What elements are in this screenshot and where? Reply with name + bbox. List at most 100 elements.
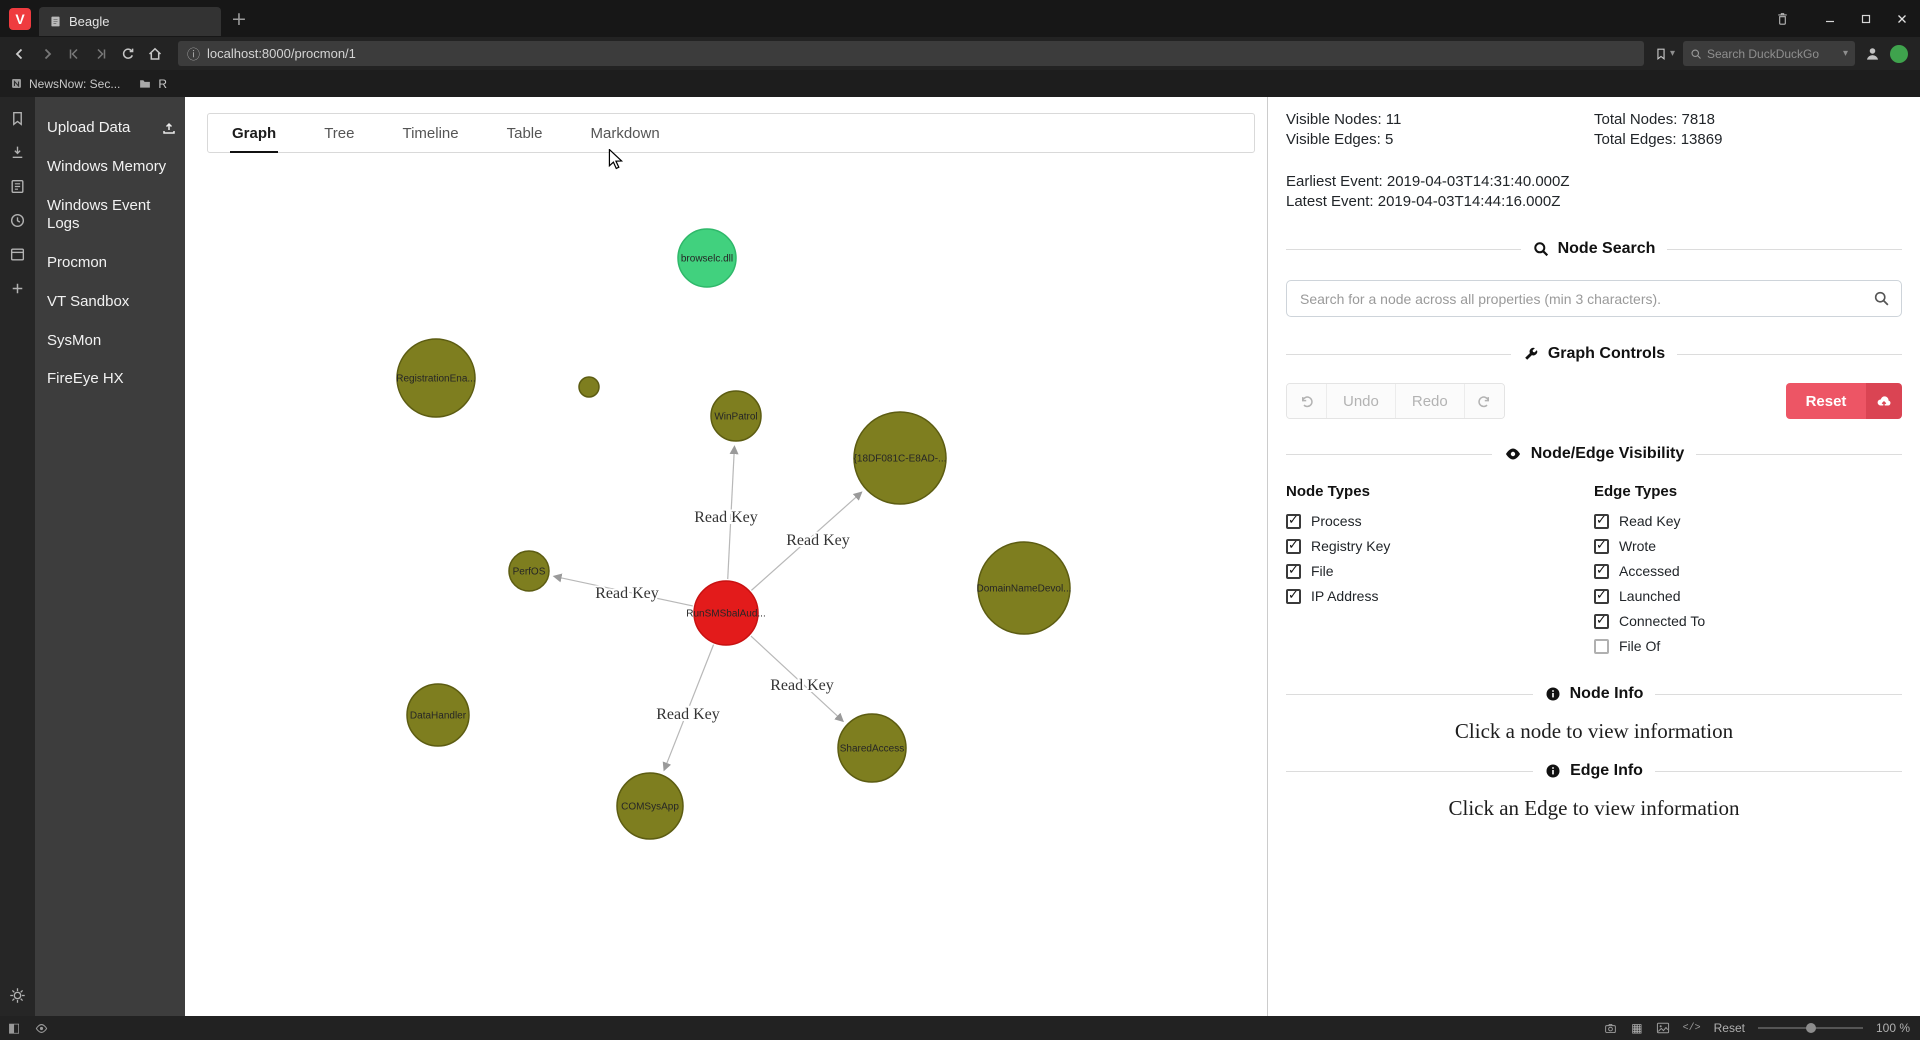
capture-camera-icon[interactable] — [1603, 1022, 1618, 1035]
bookmark-item-newsnow[interactable]: NewsNow: Sec... — [10, 77, 120, 91]
browser-tab-beagle[interactable]: Beagle — [39, 7, 221, 36]
graph-edge-perfos[interactable] — [552, 573, 693, 607]
page-tiling-icon[interactable]: ▦ — [1631, 1021, 1643, 1035]
edge-label[interactable]: Read Key — [768, 675, 836, 696]
connected-to-checkbox[interactable] — [1594, 613, 1609, 629]
address-bar[interactable]: ⓘ localhost:8000/procmon/1 — [178, 41, 1644, 66]
graph-node-browselc[interactable] — [677, 228, 737, 288]
checkbox-label: Wrote — [1619, 538, 1657, 554]
zoom-slider-handle[interactable] — [1805, 1023, 1816, 1033]
checkbox-label: IP Address — [1311, 588, 1379, 604]
graph-node-com-sys-app[interactable] — [616, 772, 684, 840]
sidebar-item-procmon[interactable]: Procmon — [35, 244, 185, 283]
edge-label[interactable]: Read Key — [593, 583, 661, 604]
bookmarks-panel-icon[interactable] — [9, 110, 26, 127]
page-actions-icon[interactable]: </> — [1682, 1022, 1701, 1034]
vivaldi-logo[interactable]: V — [9, 7, 31, 30]
graph-edge-winpatrol[interactable] — [727, 445, 739, 580]
node-label-process-center: RunSMSbalAud... — [686, 609, 766, 620]
sidebar-item-vt-sandbox[interactable]: VT Sandbox — [35, 283, 185, 322]
panel-toggle-icon[interactable]: ◧ — [8, 1020, 21, 1036]
file-of-checkbox[interactable] — [1594, 638, 1609, 654]
forward-button[interactable] — [33, 40, 60, 67]
profile-avatar-icon[interactable] — [1864, 45, 1881, 62]
tab-markdown[interactable]: Markdown — [590, 124, 660, 142]
wrote-checkbox[interactable] — [1594, 538, 1609, 554]
graph-edge-shared-access[interactable] — [750, 635, 844, 723]
edge-label[interactable]: Read Key — [654, 704, 722, 725]
zoom-slider[interactable] — [1757, 1022, 1863, 1034]
graph-node-winpatrol[interactable] — [710, 390, 762, 442]
sidebar-item-upload-data[interactable]: Upload Data — [35, 109, 185, 148]
bookmark-folder-r[interactable]: R — [138, 77, 167, 91]
graph-canvas[interactable]: Read Key Read Key Read Key Read Key Read Key… — [185, 97, 1267, 1016]
sidebar-item-fireeye-hx[interactable]: FireEye HX — [35, 360, 185, 399]
graph-node-data-handler[interactable] — [406, 683, 470, 747]
process-checkbox[interactable] — [1286, 513, 1301, 529]
reset-button[interactable]: Reset — [1786, 383, 1902, 419]
edge-label[interactable]: Read Key — [692, 507, 760, 528]
notes-panel-icon[interactable] — [9, 178, 26, 195]
image-toggle-icon[interactable] — [1656, 1022, 1670, 1034]
redo-arrow-icon[interactable] — [1464, 384, 1504, 418]
reload-button[interactable] — [114, 40, 141, 67]
graph-node-registration-ena[interactable] — [396, 338, 476, 418]
fast-forward-button[interactable] — [87, 40, 114, 67]
page-favicon-icon — [49, 15, 62, 28]
graph-node-shared-access[interactable] — [837, 713, 907, 783]
home-button[interactable] — [141, 40, 168, 67]
trash-icon[interactable] — [1775, 11, 1790, 26]
bookmark-flag-icon[interactable] — [1654, 47, 1668, 61]
tab-table[interactable]: Table — [506, 124, 543, 142]
browser-search-input[interactable] — [1707, 46, 1838, 61]
maximize-button[interactable] — [1848, 0, 1884, 37]
ip-address-checkbox[interactable] — [1286, 588, 1301, 604]
edge-type-row-accessed: Accessed — [1594, 563, 1902, 579]
launched-checkbox[interactable] — [1594, 588, 1609, 604]
node-search-input[interactable] — [1286, 280, 1902, 317]
undo-arrow-icon[interactable] — [1287, 384, 1327, 418]
graph-node-perfos[interactable] — [508, 550, 550, 592]
graph-edge-clsid-18df081c[interactable] — [750, 491, 863, 591]
content-blocker-eye-icon[interactable] — [34, 1023, 49, 1034]
edge-label[interactable]: Read Key — [784, 530, 852, 551]
undo-button[interactable]: Undo — [1327, 384, 1396, 418]
history-panel-icon[interactable] — [9, 212, 26, 229]
site-info-icon[interactable]: ⓘ — [187, 48, 201, 63]
bookmark-caret-icon[interactable]: ▾ — [1669, 48, 1675, 59]
main-content: Read Key Read Key Read Key Read Key Read Key… — [185, 97, 1267, 1016]
downloads-panel-icon[interactable] — [9, 144, 26, 161]
back-button[interactable] — [6, 40, 33, 67]
search-engine-caret-icon[interactable]: ▾ — [1842, 48, 1848, 59]
settings-gear-icon[interactable] — [9, 987, 26, 1004]
tab-graph[interactable]: Graph — [208, 114, 300, 153]
close-button[interactable] — [1884, 0, 1920, 37]
minimize-button[interactable] — [1812, 0, 1848, 37]
graph-node-small-key[interactable] — [578, 376, 600, 398]
navbar: ⓘ localhost:8000/procmon/1 ▾ ▾ — [0, 37, 1920, 70]
sync-account-badge[interactable] — [1890, 44, 1908, 63]
read-key-checkbox[interactable] — [1594, 513, 1609, 529]
sidebar-item-windows-event-logs[interactable]: Windows Event Logs — [35, 187, 185, 245]
redo-button[interactable]: Redo — [1395, 384, 1465, 418]
window-panel-icon[interactable] — [9, 246, 26, 263]
edge-types-title: Edge Types — [1594, 483, 1678, 500]
add-panel-icon[interactable] — [9, 280, 26, 297]
sidebar-item-windows-memory[interactable]: Windows Memory — [35, 148, 185, 187]
graph-node-clsid-18df081c[interactable] — [853, 411, 947, 505]
registry-key-checkbox[interactable] — [1286, 538, 1301, 554]
wrench-icon — [1523, 346, 1539, 362]
browser-search-box[interactable]: ▾ — [1683, 41, 1855, 66]
file-checkbox[interactable] — [1286, 563, 1301, 579]
graph-node-domain-name-devol[interactable] — [977, 541, 1071, 635]
accessed-checkbox[interactable] — [1594, 563, 1609, 579]
rewind-button[interactable] — [60, 40, 87, 67]
graph-node-process-center[interactable] — [693, 580, 759, 646]
zoom-reset-button[interactable]: Reset — [1713, 1021, 1745, 1035]
graph-edge-com-sys-app[interactable] — [662, 644, 715, 772]
tab-timeline[interactable]: Timeline — [402, 124, 459, 142]
section-divider — [1677, 353, 1902, 355]
sidebar-item-sysmon[interactable]: SysMon — [35, 322, 185, 361]
tab-tree[interactable]: Tree — [324, 124, 355, 142]
new-tab-button[interactable]: + — [231, 7, 247, 30]
